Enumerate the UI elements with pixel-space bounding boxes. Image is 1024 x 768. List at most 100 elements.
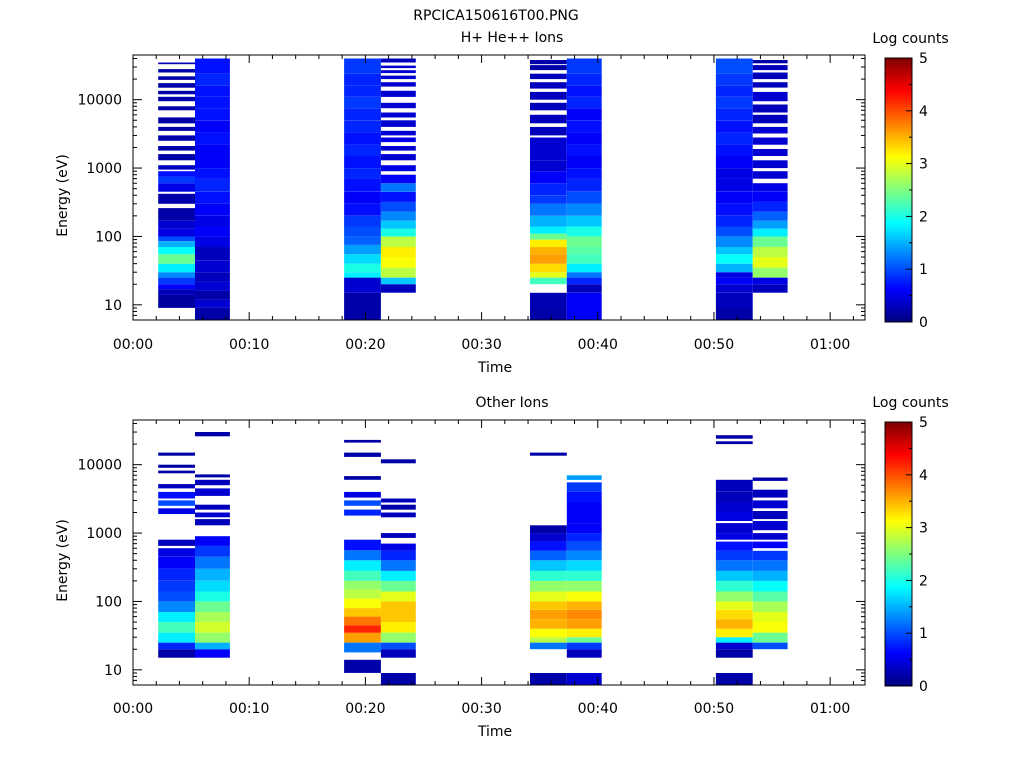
heatmap-cell-1-22 [195, 58, 230, 74]
plot-frame [132, 419, 866, 686]
heatmap-cell-1-11 [195, 536, 230, 546]
heatmap-cell-0-22 [158, 117, 195, 124]
heatmap-cell-7-9 [752, 550, 788, 561]
heatmap-cell-0-29 [158, 62, 195, 65]
heatmap-cell-7-3 [752, 257, 788, 268]
heatmap-cell-6-18 [715, 120, 753, 133]
heatmap-cell-4-6 [530, 601, 567, 610]
heatmap-cell-4-1 [530, 292, 567, 308]
heatmap-cell-1-16 [195, 132, 230, 145]
heatmap-cell-2-18 [344, 108, 381, 121]
heatmap-cell-1-20 [195, 85, 230, 97]
heatmap-cell-3-11 [380, 550, 416, 561]
heatmap-cell-3-26 [380, 58, 416, 63]
heatmap-cell-1-6 [195, 247, 230, 261]
heatmap-cell-7-23 [752, 60, 788, 64]
heatmap-cell-6-15 [715, 156, 753, 168]
heatmap-cell-0-7 [158, 580, 195, 592]
heatmap-cell-6-1 [715, 292, 753, 308]
heatmap-cell-4-14 [530, 171, 567, 184]
heatmap-cell-6-6 [715, 610, 753, 620]
heatmap-cell-7-6 [752, 228, 788, 237]
heatmap-cell-6-10 [715, 570, 753, 581]
heatmap-cell-7-10 [752, 541, 788, 549]
heatmap-cell-4-5 [530, 610, 567, 620]
heatmap-cell-7-8 [752, 211, 788, 221]
heatmap-cell-6-7 [715, 601, 753, 610]
heatmap-cell-2-2 [344, 632, 381, 643]
heatmap-cell-1-15 [195, 488, 230, 496]
y-tick-label: 100 [95, 229, 122, 245]
heatmap-cell-2-0 [344, 659, 381, 673]
heatmap-cell-0-7 [158, 247, 195, 255]
heatmap-cell-7-2 [752, 622, 788, 633]
heatmap-cell-3-7 [380, 591, 416, 602]
heatmap-cell-1-1 [195, 299, 230, 308]
heatmap-cell-7-12 [752, 171, 788, 179]
x-tick-label: 00:40 [578, 337, 618, 353]
heatmap-cell-3-21 [380, 90, 416, 97]
x-tick-label: 00:10 [229, 701, 269, 717]
panel-0: 00:00 00:10 00:20 00:30 00:40 00:50 01:0010100… [55, 30, 949, 376]
heatmap-cell-0-1 [158, 289, 195, 295]
heatmap-cell-0-12 [158, 208, 195, 221]
heatmap-cell-0-2 [158, 632, 195, 643]
heatmap-cell-6-18 [715, 491, 753, 503]
colorbar-title: Log counts [872, 395, 948, 411]
heatmap-cell-3-5 [380, 236, 416, 247]
heatmap-cell-4-6 [530, 247, 567, 255]
heatmap-cell-7-7 [752, 220, 788, 229]
heatmap-cell-0-6 [158, 591, 195, 602]
heatmap-cell-2-9 [344, 215, 381, 227]
heatmap-cell-0-5 [158, 263, 195, 273]
heatmap-cell-0-6 [158, 254, 195, 264]
heatmap-cell-4-23 [530, 73, 567, 80]
heatmap-cell-0-12 [158, 508, 195, 514]
heatmap-cell-1-9 [195, 556, 230, 569]
heatmap-cell-2-9 [344, 570, 381, 581]
heatmap-cell-4-2 [530, 277, 567, 285]
heatmap-cell-3-24 [380, 70, 416, 74]
heatmap-cell-3-8 [380, 580, 416, 592]
heatmap-cell-5-9 [566, 226, 602, 237]
heatmap-cell-4-11 [530, 203, 567, 216]
heatmap-cell-0-4 [158, 612, 195, 622]
heatmap-cell-2-11 [344, 191, 381, 204]
x-tick-label: 01:00 [810, 337, 850, 353]
heatmap-cell-4-19 [530, 114, 567, 124]
heatmap-cell-2-20 [344, 85, 381, 97]
heatmap-cell-7-17 [752, 114, 788, 124]
colorbar-tick-label: 2 [919, 573, 928, 589]
heatmap-cell-0-13 [158, 193, 195, 204]
heatmap-cell-4-12 [530, 195, 567, 204]
heatmap-cell-4-15 [530, 452, 567, 456]
heatmap-cell-4-3 [530, 628, 567, 638]
heatmap-cell-6-15 [715, 523, 753, 534]
heatmap-cell-4-13 [530, 533, 567, 542]
heatmap-cell-6-5 [715, 263, 753, 273]
heatmap-cell-7-20 [752, 82, 788, 88]
heatmap-cell-3-14 [380, 512, 416, 518]
heatmap-cell-5-22 [566, 73, 602, 86]
y-tick-label: 1000 [86, 526, 122, 542]
heatmap-cell-0-20 [158, 135, 195, 141]
heatmap-cell-2-4 [344, 616, 381, 626]
heatmap-cell-5-15 [566, 156, 602, 168]
heatmap-cell-0-16 [158, 171, 195, 177]
heatmap-cell-3-6 [380, 601, 416, 612]
heatmap-cell-7-4 [752, 247, 788, 257]
heatmap-cell-0-14 [158, 491, 195, 499]
heatmap-cell-7-0 [752, 284, 788, 293]
heatmap-cell-5-1 [566, 292, 602, 308]
heatmap-cell-5-6 [566, 254, 602, 264]
heatmap-cell-4-8 [530, 233, 567, 240]
heatmap-cell-7-3 [752, 612, 788, 622]
heatmap-cell-7-15 [752, 137, 788, 145]
heatmap-cell-5-11 [566, 203, 602, 216]
heatmap-cell-4-20 [530, 102, 567, 111]
heatmap-cell-4-5 [530, 254, 567, 264]
heatmap-cell-1-11 [195, 191, 230, 204]
heatmap-cell-4-9 [530, 570, 567, 581]
plot-frame [132, 54, 866, 321]
heatmap-cell-2-0 [344, 308, 381, 320]
